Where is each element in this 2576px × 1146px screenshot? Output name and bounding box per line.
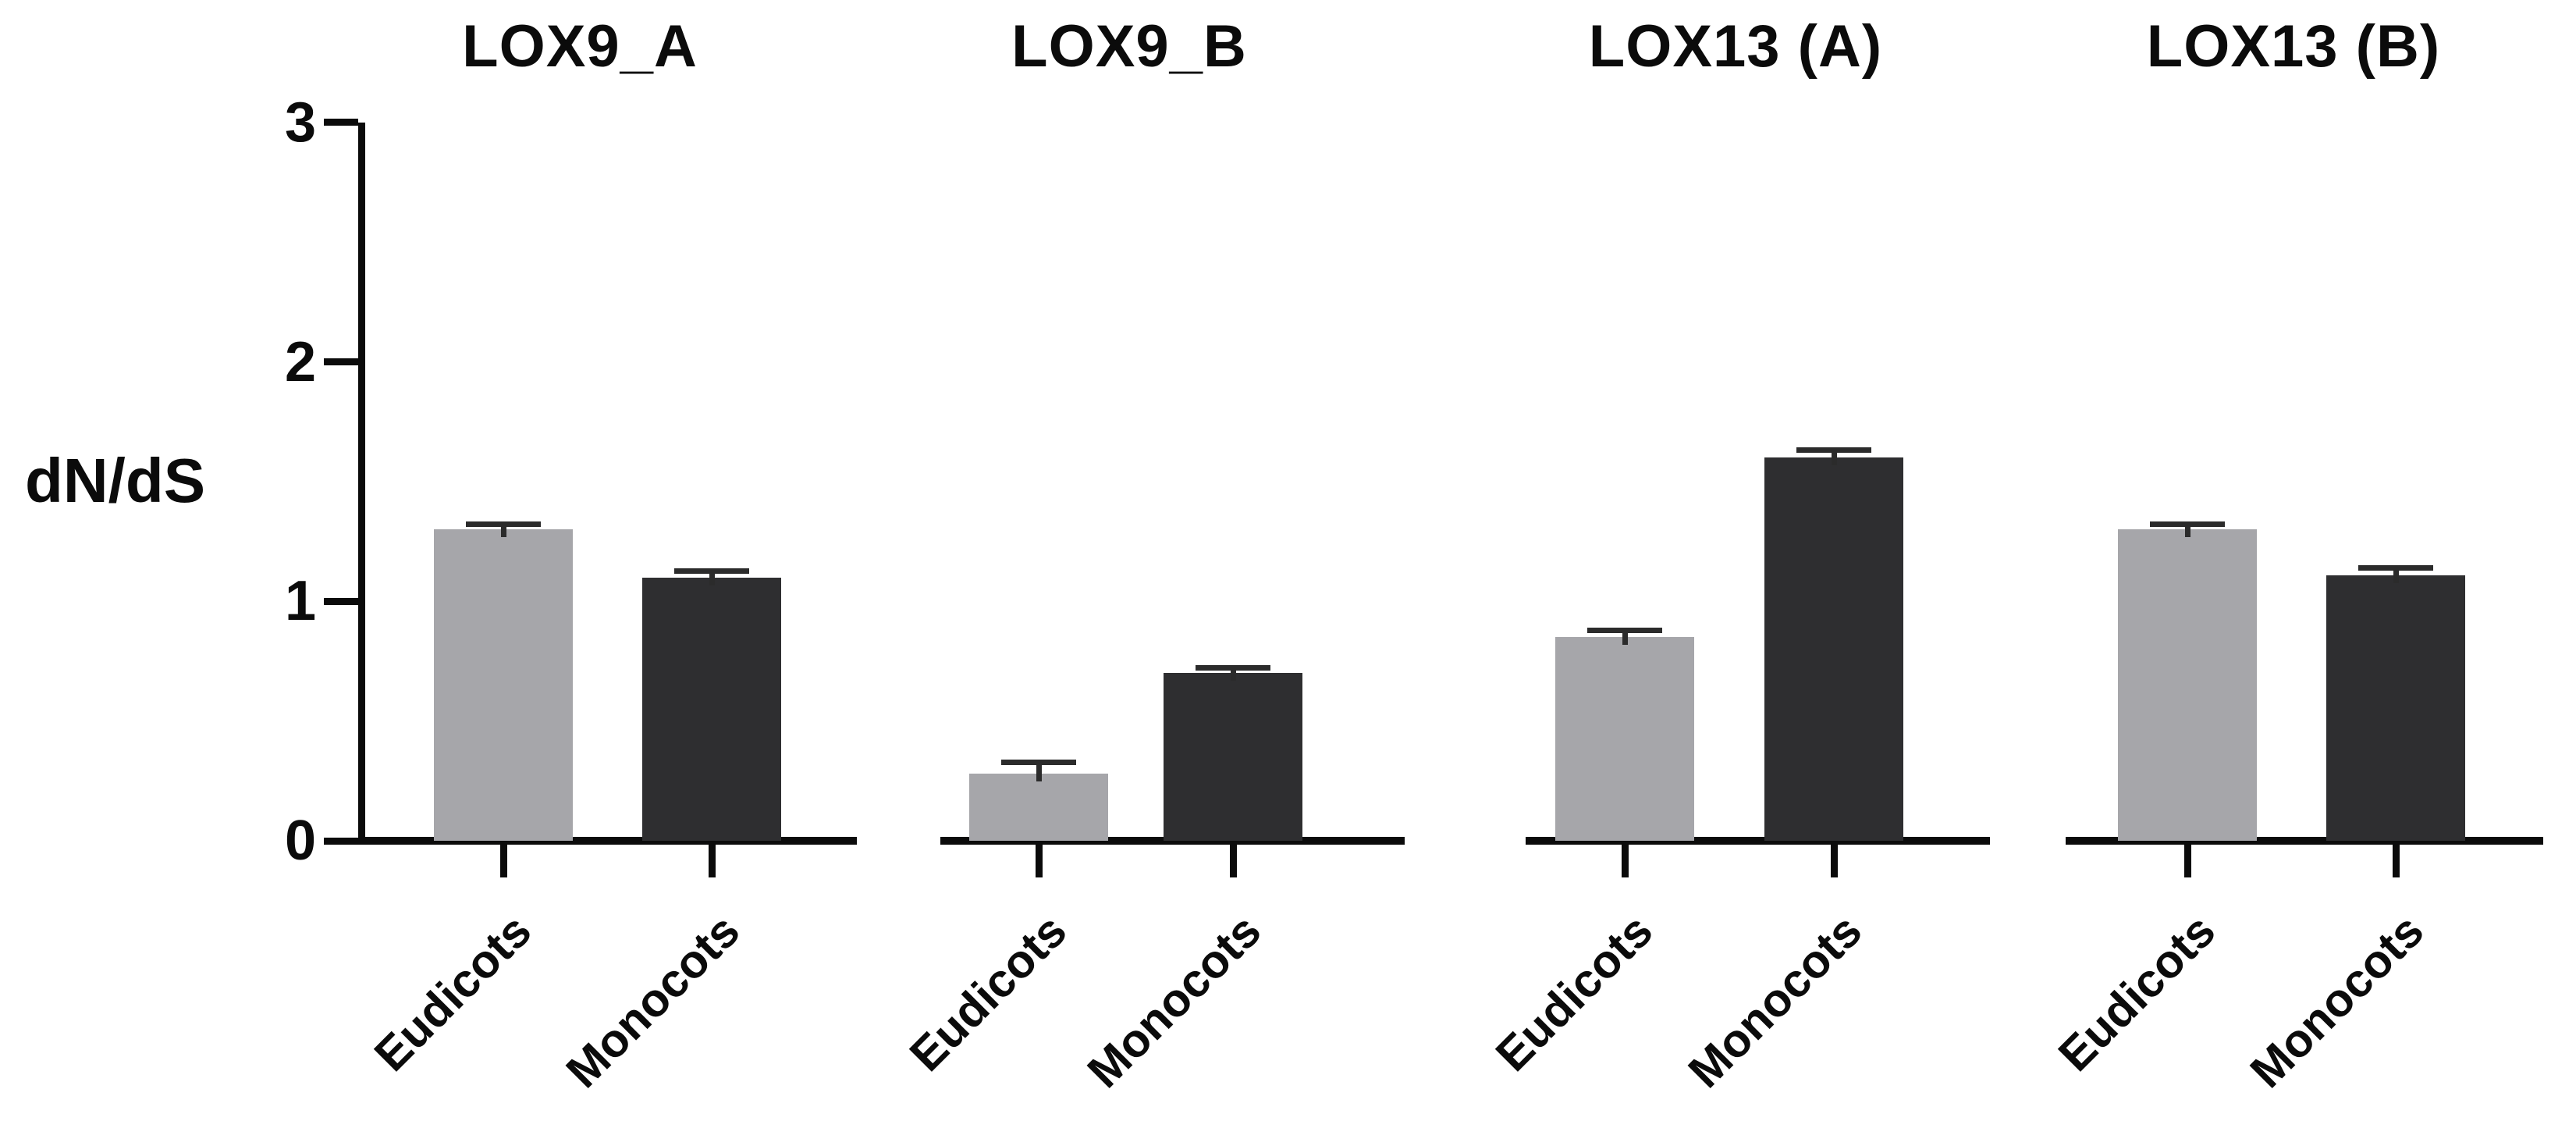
- x-axis-tick: [708, 845, 716, 877]
- error-bar-stem: [1622, 628, 1628, 646]
- panel-title: LOX13 (B): [2146, 13, 2441, 80]
- x-axis-line: [940, 837, 1405, 845]
- y-axis-tick: [324, 837, 358, 845]
- x-axis-line: [1526, 837, 1990, 845]
- x-axis-tick: [499, 845, 507, 877]
- error-bar-stem: [709, 568, 715, 585]
- error-bar-cap: [2358, 565, 2433, 571]
- x-axis-tick-label-text: Eudicots: [1485, 904, 1663, 1081]
- y-axis-tick: [324, 119, 358, 126]
- error-bar-cap: [2150, 521, 2225, 527]
- x-axis-tick-label-text: Monocots: [556, 904, 750, 1098]
- y-axis-tick: [324, 358, 358, 366]
- y-axis-title: dN/dS: [24, 446, 206, 515]
- y-axis-line: [358, 122, 365, 845]
- error-bar-cap: [1796, 447, 1871, 453]
- y-axis-tick-label: 2: [284, 330, 316, 393]
- bar-eudicots: [2118, 529, 2257, 841]
- error-bar-cap: [1196, 664, 1270, 671]
- bar-monocots: [2326, 575, 2465, 841]
- y-axis-tick-label: 0: [284, 810, 316, 872]
- x-axis-tick-label-text: Monocots: [1678, 904, 1872, 1098]
- y-axis-tick-label: 1: [284, 570, 316, 633]
- error-bar-cap: [1001, 759, 1076, 765]
- bar-monocots: [642, 577, 781, 841]
- bar-eudicots: [434, 529, 573, 841]
- error-bar-stem: [2184, 521, 2190, 538]
- panel-title: LOX13 (A): [1588, 13, 1883, 80]
- error-bar-stem: [1036, 759, 1042, 782]
- bar-monocots: [1764, 457, 1903, 841]
- x-axis-tick: [2183, 845, 2191, 877]
- x-axis-tick-label-text: Eudicots: [899, 904, 1077, 1081]
- error-bar-stem: [2393, 565, 2399, 583]
- error-bar-cap: [466, 521, 541, 527]
- x-axis-tick-label-text: Eudicots: [2048, 904, 2226, 1081]
- x-axis-line: [358, 837, 857, 845]
- x-axis-tick: [2392, 845, 2400, 877]
- panel-title: LOX9_B: [1011, 13, 1247, 80]
- bar-eudicots: [969, 774, 1108, 841]
- error-bar-cap: [674, 568, 749, 574]
- x-axis-tick-label-text: Eudicots: [364, 904, 542, 1081]
- x-axis-line: [2066, 837, 2543, 845]
- x-axis-tick-label-text: Monocots: [2240, 904, 2434, 1098]
- error-bar-stem: [1831, 447, 1837, 466]
- bar-monocots: [1164, 673, 1302, 841]
- x-axis-tick: [1035, 845, 1043, 877]
- error-bar-stem: [1230, 664, 1236, 682]
- x-axis-tick: [1229, 845, 1237, 877]
- x-axis-tick: [1621, 845, 1629, 877]
- panel-title: LOX9_A: [462, 13, 698, 80]
- y-axis-tick-label: 3: [284, 91, 316, 154]
- bar-eudicots: [1555, 637, 1694, 841]
- error-bar-stem: [500, 521, 506, 538]
- x-axis-tick: [1830, 845, 1838, 877]
- error-bar-cap: [1587, 628, 1662, 634]
- x-axis-tick-label-text: Monocots: [1077, 904, 1271, 1098]
- y-axis-tick: [324, 597, 358, 605]
